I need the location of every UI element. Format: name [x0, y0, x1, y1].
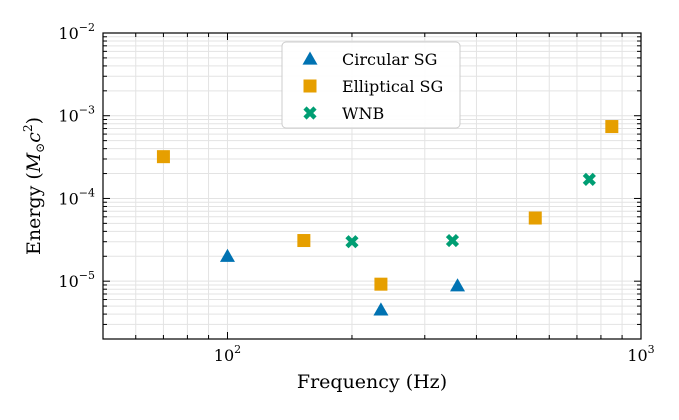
y-axis-title-m: M — [23, 152, 45, 173]
x-axis-title: Frequency (Hz) — [297, 371, 447, 393]
y-tick-label: 10−2 — [58, 21, 95, 43]
x-tick-label-exponent: 2 — [234, 343, 241, 356]
y-tick-label-base: 10 — [58, 107, 78, 126]
legend-label-circular-sg: Circular SG — [342, 50, 437, 69]
data-point-elliptical-sg — [528, 211, 542, 225]
data-point-elliptical-sg — [156, 150, 170, 164]
data-markers — [156, 120, 619, 316]
legend-marker-wnb — [303, 106, 317, 120]
data-point-wnb — [445, 233, 460, 248]
x-tick-label-exponent: 3 — [648, 343, 655, 356]
legend: Circular SG Elliptical SG WNB — [281, 41, 461, 129]
x-tick-label-base: 10 — [627, 346, 647, 365]
plot-frame — [102, 32, 642, 340]
data-point-elliptical-sg — [297, 234, 311, 248]
data-point-wnb — [582, 172, 596, 186]
x-tick-label: 103 — [627, 343, 654, 365]
legend-box — [281, 41, 461, 129]
y-tick-label-exponent: −3 — [79, 104, 95, 117]
axis-ticks — [102, 32, 642, 340]
y-tick-label-exponent: −2 — [79, 21, 95, 34]
y-tick-label-exponent: −5 — [79, 269, 95, 282]
data-point-circular-sg — [373, 302, 389, 316]
y-tick-label: 10−3 — [58, 104, 95, 126]
y-axis-title-suffix: ) — [23, 117, 45, 124]
y-axis-title-c: c — [23, 132, 45, 143]
y-tick-label: 10−5 — [58, 269, 95, 291]
data-point-wnb — [345, 235, 359, 249]
y-axis-title-sup: 2 — [21, 124, 35, 132]
y-axis-title-sun: ⊙ — [33, 143, 47, 153]
legend-entries: Circular SG Elliptical SG WNB — [302, 50, 443, 123]
legend-marker-circular-sg — [302, 51, 318, 65]
legend-label-elliptical-sg: Elliptical SG — [342, 77, 443, 96]
y-tick-label-base: 10 — [58, 24, 78, 43]
y-axis-title-prefix: Energy ( — [23, 172, 45, 255]
data-point-elliptical-sg — [374, 277, 388, 291]
legend-marker-elliptical-sg — [303, 79, 317, 93]
y-tick-label-base: 10 — [58, 272, 78, 291]
data-point-circular-sg — [219, 248, 235, 262]
legend-label-wnb: WNB — [342, 104, 384, 123]
x-tick-label-base: 10 — [214, 346, 234, 365]
y-tick-label-base: 10 — [58, 189, 78, 208]
data-point-elliptical-sg — [605, 120, 619, 134]
data-point-circular-sg — [450, 278, 466, 292]
y-axis-title: Energy (M⊙c2) — [21, 117, 47, 255]
y-tick-label-exponent: −4 — [79, 186, 95, 199]
x-tick-label: 102 — [214, 343, 241, 365]
y-tick-label: 10−4 — [58, 186, 95, 208]
